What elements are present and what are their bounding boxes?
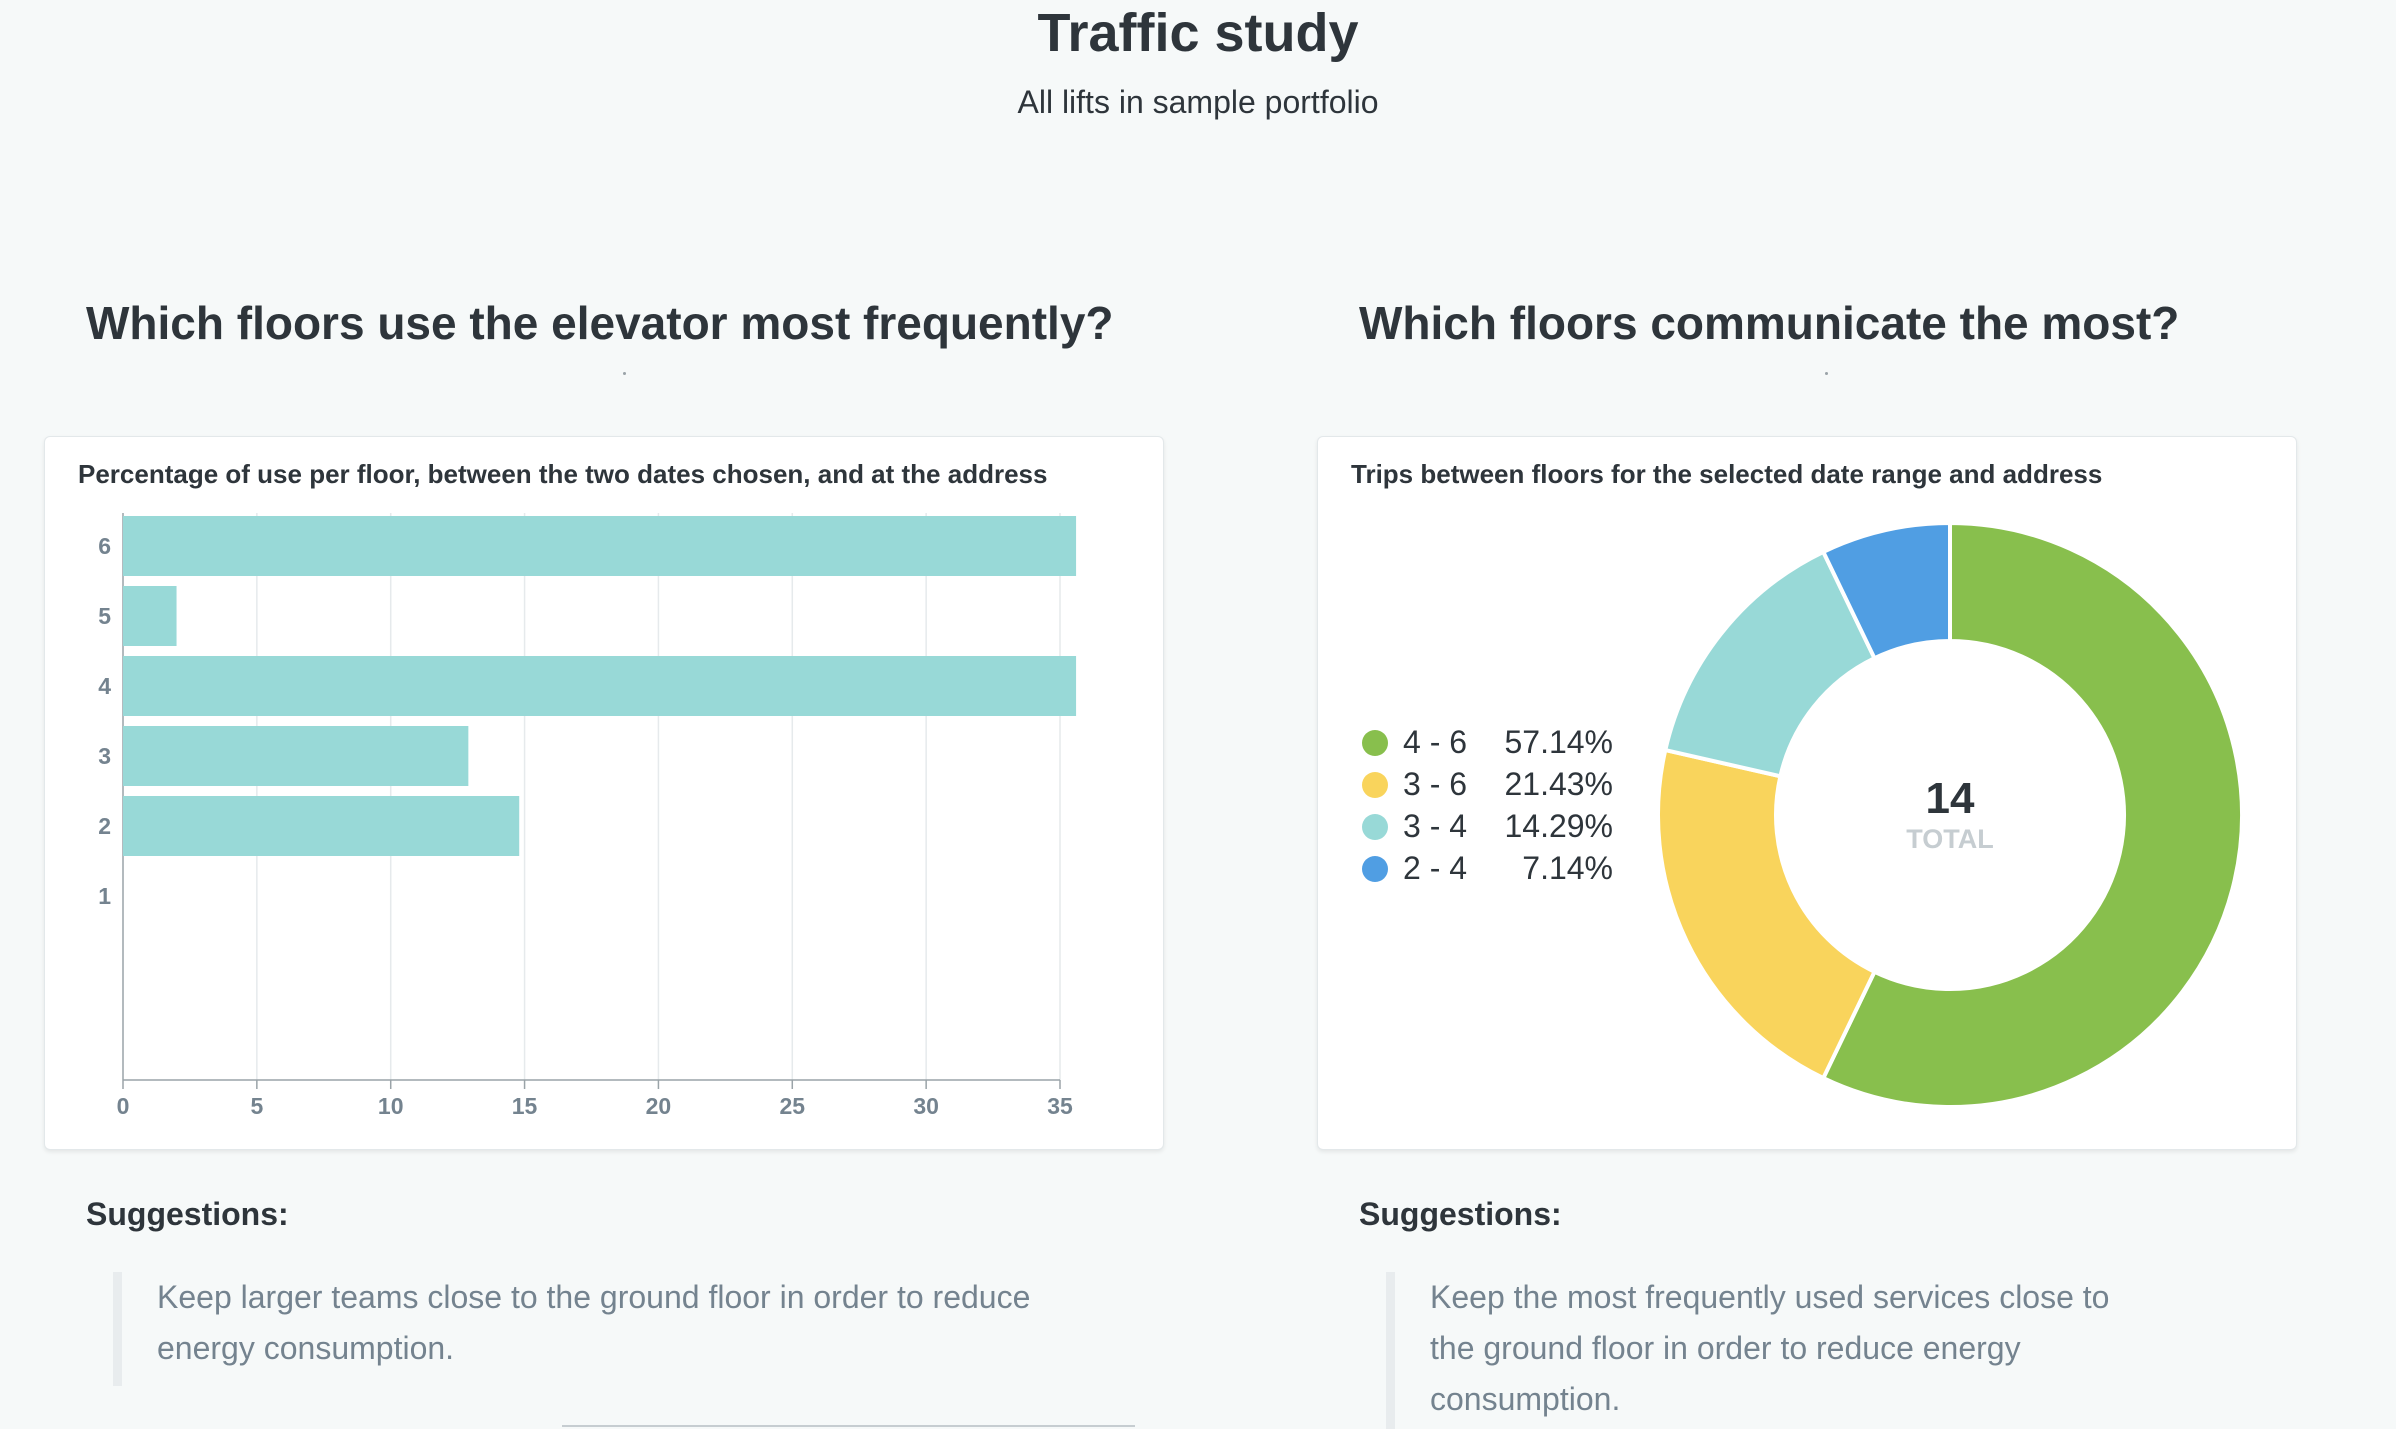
legend-label: 3 - 6 xyxy=(1403,766,1467,802)
legend-percent: 7.14% xyxy=(1522,850,1613,886)
x-tick-label: 5 xyxy=(250,1093,263,1119)
x-tick-label: 15 xyxy=(512,1093,538,1119)
donut-slice xyxy=(1820,520,2244,1109)
x-tick-label: 30 xyxy=(913,1093,939,1119)
page-title: Traffic study xyxy=(1037,3,1359,63)
legend-dot xyxy=(1362,730,1388,756)
donut-total-value: 14 xyxy=(1926,774,1975,823)
page-subtitle: All lifts in sample portfolio xyxy=(1017,84,1379,120)
donut-slice xyxy=(1656,747,1878,1081)
legend-percent: 21.43% xyxy=(1504,766,1613,802)
legend-label: 2 - 4 xyxy=(1403,850,1467,886)
left-suggestion-quote: Keep larger teams close to the ground fl… xyxy=(113,1272,1117,1386)
bar xyxy=(123,726,469,786)
legend-dot xyxy=(1362,814,1388,840)
left-section-title: Which floors use the elevator most frequ… xyxy=(86,297,1114,349)
y-tick-label: 3 xyxy=(98,743,111,769)
right-suggestions-label: Suggestions: xyxy=(1359,1196,1562,1232)
legend-percent: 14.29% xyxy=(1504,808,1613,844)
floor-usage-card: Percentage of use per floor, between the… xyxy=(44,436,1164,1150)
donut-slice xyxy=(1820,520,1952,661)
x-tick-label: 10 xyxy=(378,1093,404,1119)
bar xyxy=(123,586,177,646)
floor-usage-bar-chart: 0 5 10 15 20 25 30 35 6 5 4 3 2 1 xyxy=(98,513,1077,1119)
floor-trips-card: Trips between floors for the selected da… xyxy=(1317,436,2297,1150)
x-tick-label: 35 xyxy=(1047,1093,1073,1119)
left-section-separator xyxy=(623,372,626,375)
bar xyxy=(123,656,1077,716)
floor-trips-chart-title: Trips between floors for the selected da… xyxy=(1351,459,2103,489)
right-suggestion-quote: Keep the most frequently used services c… xyxy=(1386,1272,2120,1429)
bottom-divider xyxy=(562,1425,1135,1427)
x-tick-label: 0 xyxy=(117,1093,130,1119)
right-suggestion-text: Keep the most frequently used services c… xyxy=(1430,1279,2110,1417)
x-tick-label: 20 xyxy=(646,1093,672,1119)
x-tick-label: 25 xyxy=(779,1093,805,1119)
y-tick-label: 5 xyxy=(98,603,111,629)
y-tick-label: 4 xyxy=(98,673,111,699)
legend-label: 4 - 6 xyxy=(1403,724,1467,760)
donut-total-label: TOTAL xyxy=(1906,824,1994,854)
left-suggestion-text: Keep larger teams close to the ground fl… xyxy=(157,1279,1031,1366)
right-section-title: Which floors communicate the most? xyxy=(1359,297,2180,349)
y-tick-label: 1 xyxy=(98,883,111,909)
y-tick-label: 6 xyxy=(98,533,111,559)
legend-percent: 57.14% xyxy=(1504,724,1613,760)
floor-usage-chart-title: Percentage of use per floor, between the… xyxy=(78,459,1048,489)
legend-dot xyxy=(1362,856,1388,882)
legend-dot xyxy=(1362,772,1388,798)
left-suggestions-label: Suggestions: xyxy=(86,1196,289,1232)
y-tick-label: 2 xyxy=(98,813,111,839)
bar xyxy=(123,796,520,856)
bar xyxy=(123,516,1077,576)
right-section-separator xyxy=(1825,372,1828,375)
legend-label: 3 - 4 xyxy=(1403,808,1467,844)
